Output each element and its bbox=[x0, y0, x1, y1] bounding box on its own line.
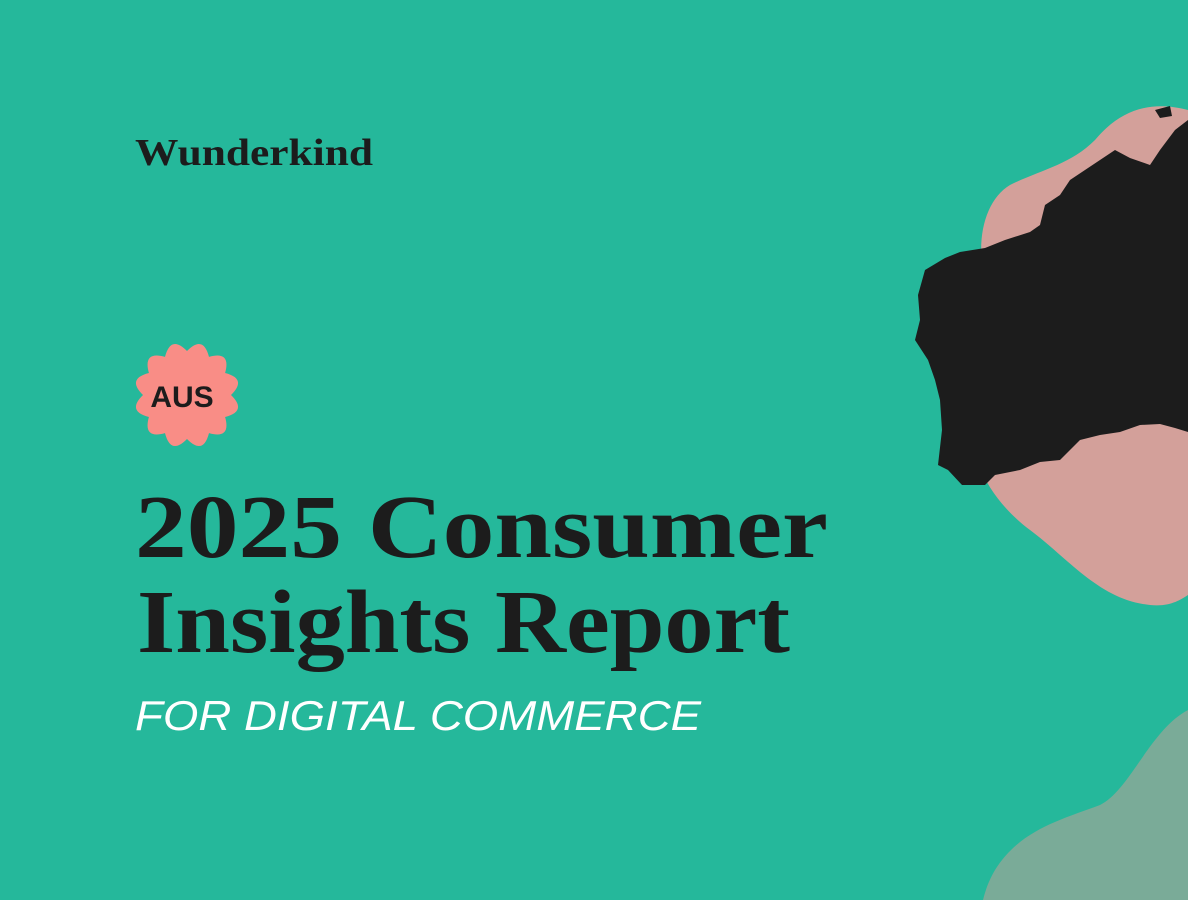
green-blob bbox=[983, 710, 1188, 900]
map-shape bbox=[915, 120, 1188, 485]
map-island bbox=[1155, 106, 1172, 118]
title-line: Insights Report bbox=[137, 573, 790, 672]
title-line: 2025 Consumer bbox=[135, 478, 828, 577]
badge-shape bbox=[135, 343, 239, 447]
subtitle: FOR DIGITAL COMMERCE bbox=[135, 692, 702, 739]
badge-label: AUS bbox=[150, 381, 213, 414]
brand-logo: Wunderkind bbox=[135, 132, 373, 174]
